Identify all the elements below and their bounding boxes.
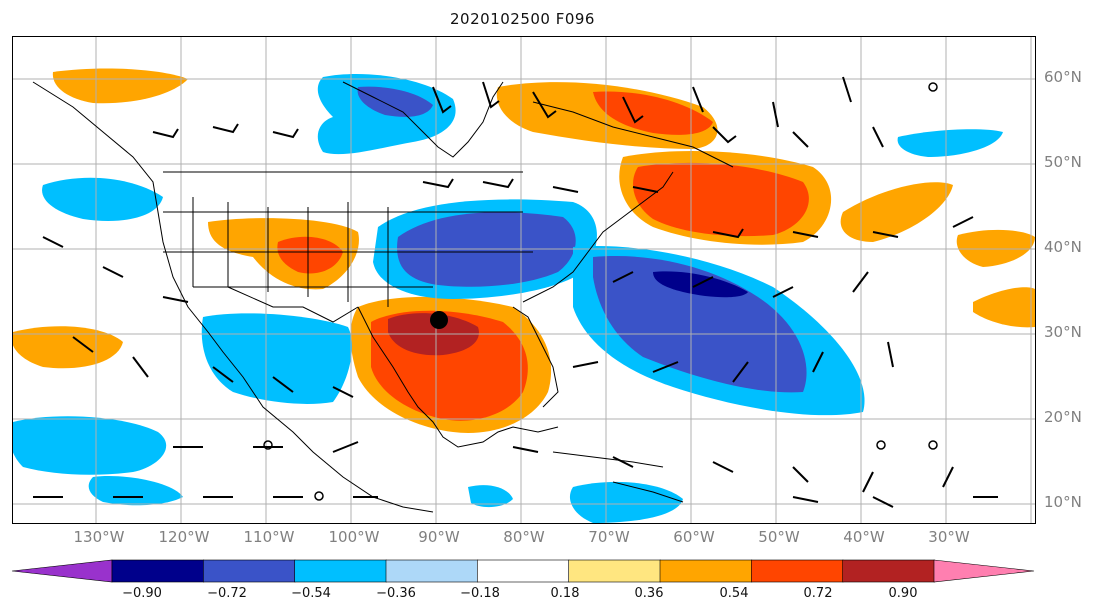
wind-barbs bbox=[33, 76, 998, 508]
lon-label-40w: 40°W bbox=[843, 528, 885, 546]
lat-label-10n: 10°N bbox=[1044, 493, 1082, 511]
colorbar-swatch bbox=[751, 559, 844, 583]
lon-label-100w: 100°W bbox=[328, 528, 380, 546]
lon-label-50w: 50°W bbox=[758, 528, 800, 546]
lon-label-60w: 60°W bbox=[673, 528, 715, 546]
colorbar-swatch bbox=[11, 559, 113, 583]
lat-label-60n: 60°N bbox=[1044, 68, 1082, 86]
colorbar-swatch bbox=[842, 559, 935, 583]
colorbar-tick-label: −0.72 bbox=[207, 586, 247, 601]
lon-label-120w: 120°W bbox=[158, 528, 210, 546]
lat-label-50n: 50°N bbox=[1044, 153, 1082, 171]
colorbar-tick-label: 0.72 bbox=[803, 586, 833, 601]
map-panel bbox=[12, 36, 1036, 524]
colorbar-segments bbox=[11, 559, 1035, 583]
lon-label-30w: 30°W bbox=[928, 528, 970, 546]
calm-markers bbox=[263, 82, 938, 501]
colorbar-tick-label: 0.36 bbox=[634, 586, 664, 601]
colorbar-tick-label: 0.18 bbox=[550, 586, 580, 601]
colorbar bbox=[11, 559, 1035, 583]
map-title: 2020102500 F096 bbox=[450, 10, 595, 28]
colorbar-tick-label: −0.36 bbox=[376, 586, 416, 601]
colorbar-tick-label: −0.54 bbox=[291, 586, 331, 601]
colorbar-swatch bbox=[477, 559, 570, 583]
colorbar-tick-label: 0.54 bbox=[719, 586, 749, 601]
anomaly-shading bbox=[13, 68, 1035, 523]
colorbar-swatch bbox=[203, 559, 296, 583]
lat-label-20n: 20°N bbox=[1044, 408, 1082, 426]
colorbar-swatch bbox=[111, 559, 205, 583]
map-canvas bbox=[13, 37, 1035, 523]
cyclone-center-marker bbox=[430, 311, 448, 329]
colorbar-tick-label: −0.18 bbox=[460, 586, 500, 601]
lon-label-90w: 90°W bbox=[418, 528, 460, 546]
colorbar-swatch bbox=[385, 559, 479, 583]
colorbar-tick-label: −0.90 bbox=[122, 586, 162, 601]
lon-label-110w: 110°W bbox=[243, 528, 295, 546]
lon-label-70w: 70°W bbox=[588, 528, 630, 546]
colorbar-tick-label: 0.90 bbox=[888, 586, 918, 601]
colorbar-swatch bbox=[294, 559, 387, 583]
graticule bbox=[13, 37, 1035, 523]
lat-label-40n: 40°N bbox=[1044, 238, 1082, 256]
lon-label-80w: 80°W bbox=[503, 528, 545, 546]
lat-label-30n: 30°N bbox=[1044, 323, 1082, 341]
colorbar-swatch bbox=[659, 559, 753, 583]
lon-label-130w: 130°W bbox=[73, 528, 125, 546]
colorbar-swatch bbox=[933, 559, 1035, 583]
colorbar-swatch bbox=[568, 559, 661, 583]
